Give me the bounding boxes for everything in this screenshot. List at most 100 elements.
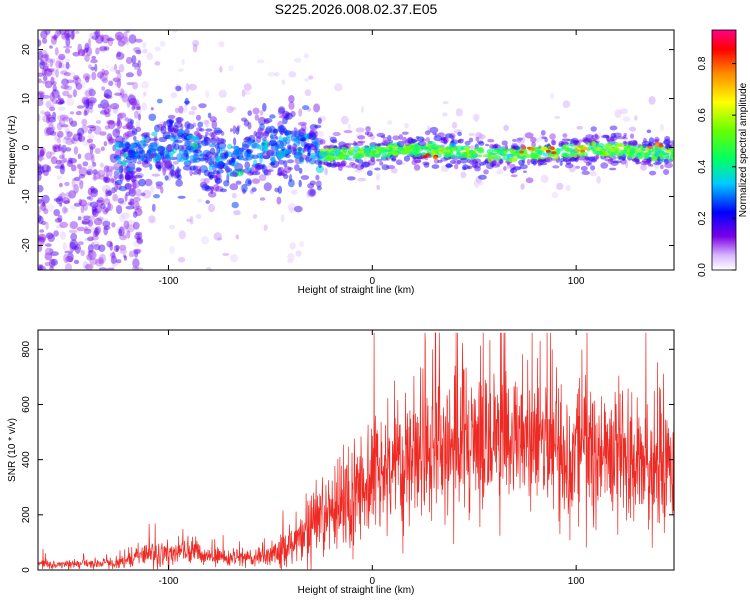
spectrogram-cell	[648, 146, 653, 149]
spectrogram-cell	[59, 192, 66, 202]
spectrogram-cell	[80, 249, 85, 257]
spectrogram-cell	[277, 166, 285, 175]
spectrogram-cell	[214, 130, 223, 134]
spectrogram-cell	[135, 205, 142, 209]
spectrogram-cell	[102, 176, 110, 183]
spectrogram-cell	[562, 156, 569, 161]
spectrogram-cell	[647, 161, 652, 167]
spectrogram-cell	[54, 165, 64, 169]
spectrogram-cell	[255, 162, 263, 170]
spectrogram-cell	[376, 132, 386, 138]
spectrogram-cell	[66, 98, 75, 106]
spectrogram-cell	[523, 170, 527, 173]
spectrogram-cell	[89, 145, 94, 155]
spectrogram-cell	[537, 158, 542, 163]
spectrogram-cell	[38, 113, 41, 122]
spectrogram-cell	[540, 130, 546, 136]
spectrogram-cell	[318, 160, 322, 169]
y-tick-label: 200	[21, 506, 32, 523]
spectrogram-cell	[136, 68, 142, 77]
spectrogram-cell	[118, 92, 128, 99]
spectrogram-cell	[445, 164, 454, 168]
snr-marks	[38, 332, 674, 570]
spectrogram-cell	[51, 89, 59, 95]
spectrogram-cell	[41, 54, 49, 58]
spectrogram-cell	[229, 183, 239, 191]
spectrogram-cell	[44, 252, 53, 261]
spectrogram-cell	[284, 131, 290, 137]
spectrogram-cell	[71, 179, 76, 188]
spectrogram-cell	[113, 162, 121, 171]
spectrogram-cell	[141, 160, 151, 168]
spectrogram-cell	[478, 174, 487, 180]
spectrogram-cell	[85, 75, 90, 83]
spectrogram-cell	[404, 139, 411, 146]
spectrogram-cell	[137, 50, 142, 55]
spectrogram-cell	[80, 79, 86, 89]
spectrogram-cell	[251, 187, 257, 192]
spectrogram-cell	[44, 247, 54, 256]
spectrogram-cell	[137, 144, 142, 150]
spectrogram-cell	[38, 166, 45, 170]
spectrogram-cell	[49, 58, 54, 68]
spectrogram-cell	[278, 115, 288, 119]
spectrogram-cell	[84, 264, 92, 269]
spectrogram-cell	[197, 121, 203, 128]
spectrogram-cell	[475, 137, 480, 142]
spectrogram-cell	[136, 167, 142, 172]
spectrogram-cell	[170, 127, 179, 132]
spectrogram-cell	[81, 214, 85, 220]
spectrogram-cell	[588, 156, 598, 162]
spectrogram-cell	[88, 195, 94, 202]
spectrogram-cell	[658, 144, 664, 148]
spectrogram-cell	[115, 204, 123, 215]
spectrogram-cell	[129, 170, 137, 174]
spectrogram-cell	[287, 167, 293, 171]
spectrogram-cell	[132, 266, 139, 270]
spectrogram-cell	[305, 143, 314, 148]
spectrogram-cell	[271, 150, 278, 157]
spectrogram-cell	[99, 162, 104, 168]
spectrogram-cell	[267, 71, 276, 77]
spectrogram-cell	[299, 156, 304, 163]
spectrogram-cell	[377, 149, 384, 152]
spectrogram-cell	[355, 152, 364, 158]
spectrogram-cell	[59, 114, 69, 120]
spectrogram-cell	[643, 152, 651, 156]
spectrogram-cell	[355, 133, 364, 139]
spectrogram-cell	[86, 215, 95, 221]
spectrogram-cell	[82, 73, 91, 80]
spectrogram-cell	[63, 200, 70, 205]
spectrogram-cell	[413, 164, 421, 171]
spectrogram-cell	[487, 138, 495, 143]
spectrogram-cell	[126, 230, 131, 239]
spectrogram-cell	[127, 201, 132, 205]
spectrogram-cell	[489, 161, 495, 167]
spectrogram-cell	[66, 131, 73, 138]
spectrogram-cell	[669, 143, 674, 147]
spectrogram-cell	[262, 137, 267, 142]
spectrogram-cell	[40, 110, 45, 115]
spectrogram-cell	[119, 248, 127, 255]
spectrogram-cell	[72, 77, 82, 85]
spectrogram-cell	[219, 160, 224, 166]
spectrogram-cell	[298, 179, 302, 188]
spectrogram-cell	[161, 156, 166, 165]
spectrogram-cell	[114, 79, 122, 87]
spectrogram-cell	[468, 132, 475, 137]
spectrogram-cell	[172, 135, 176, 140]
spectrogram-cell	[228, 65, 234, 72]
spectrogram-cell	[170, 128, 178, 137]
spectrogram-cell	[112, 105, 118, 114]
spectrogram-cell	[54, 47, 59, 56]
spectrogram-cell	[106, 165, 114, 173]
spectrogram-cell	[97, 71, 104, 79]
spectrogram-cell	[485, 143, 490, 147]
spectrogram-cell	[389, 154, 394, 160]
spectrogram-cell	[315, 174, 320, 181]
spectrogram-cell	[88, 250, 97, 260]
spectrogram-cell	[235, 168, 244, 177]
spectrogram-cell	[131, 105, 135, 111]
spectrogram-cell	[511, 143, 518, 146]
spectrogram-cell	[65, 255, 74, 263]
